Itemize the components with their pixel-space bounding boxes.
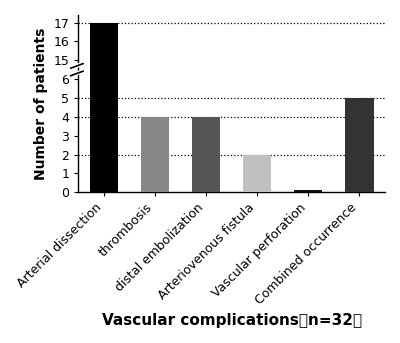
Bar (346, 98, 374, 192)
Bar (294, 190, 322, 192)
Y-axis label: Number of patients: Number of patients (34, 27, 48, 180)
Bar (243, 155, 271, 192)
Bar (192, 117, 220, 192)
Bar (141, 117, 169, 192)
X-axis label: Vascular complications（n=32）: Vascular complications（n=32） (102, 313, 362, 328)
Bar (90, 23, 118, 192)
